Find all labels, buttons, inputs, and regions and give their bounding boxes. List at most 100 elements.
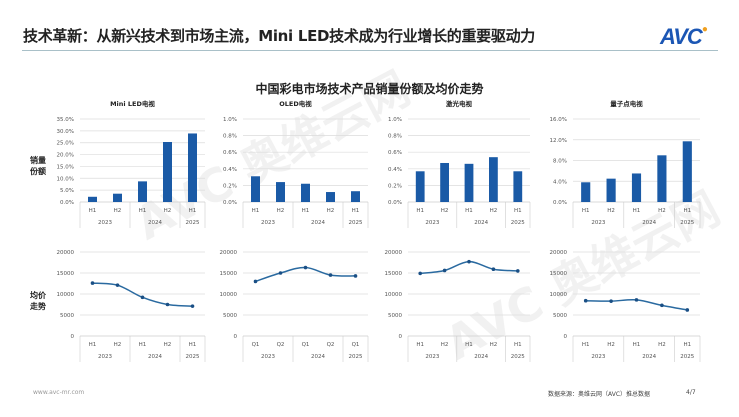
x-tick-label: H2 [658,342,666,348]
title-divider [22,50,718,51]
x-tick-label: H2 [114,208,122,214]
chart-title: Mini LED电视 [110,99,155,108]
y-tick-label: 0.0% [60,200,74,206]
row-label-share: 销量 份额 [30,156,46,176]
x-group-label: 2025 [186,354,200,360]
x-tick-label: Q1 [352,342,360,348]
page-title: 技术革新：从新兴技术到市场主流，Mini LED技术成为行业增长的重要驱动力 [23,27,535,45]
x-tick-label: H1 [633,342,641,348]
y-tick-label: 5000 [553,313,567,319]
y-tick-label: 0.0% [553,200,567,206]
bar [606,178,616,202]
y-tick-label: 8.0% [553,159,567,165]
x-tick-label: H1 [252,208,260,214]
y-tick-label: 15000 [385,271,403,277]
x-tick-label: H1 [352,208,360,214]
y-tick-label: 0 [71,334,75,340]
data-point [140,295,145,300]
avc-logo: AVC● [660,24,708,49]
bar [351,191,360,202]
x-tick-label: H2 [490,342,498,348]
y-tick-label: 0.6% [223,150,237,156]
bar [440,162,449,202]
x-tick-label: H1 [465,208,473,214]
x-tick-label: H1 [139,208,147,214]
y-tick-label: 1.0% [223,117,237,123]
footer-source: 数据来源：奥维云网（AVC）推总数据 [548,391,651,398]
x-tick-label: H1 [416,208,424,214]
x-group-label: 2025 [349,354,363,360]
x-group-label: 2025 [511,354,525,360]
y-tick-label: 0 [564,334,568,340]
x-group-label: 2025 [186,220,200,226]
y-tick-label: 10000 [57,292,75,298]
y-tick-label: 5000 [388,313,402,319]
x-tick-label: H1 [465,342,473,348]
y-tick-label: 5000 [223,313,237,319]
row-label-price: 均价 走势 [30,291,46,311]
bar [113,193,122,202]
data-point [190,304,195,308]
y-tick-label: 35.0% [57,117,74,123]
data-point [328,273,333,277]
bar [276,182,285,202]
x-tick-label: H1 [582,342,590,348]
y-tick-label: 0 [234,334,238,340]
x-tick-label: H1 [302,208,310,214]
y-tick-label: 0 [399,334,403,340]
x-group-label: 2023 [98,220,112,226]
x-tick-label: H2 [441,208,449,214]
x-tick-label: Q1 [302,342,310,348]
data-point [442,268,447,273]
data-point [516,269,520,273]
x-tick-label: H1 [189,342,197,348]
data-point [353,274,358,278]
bar [657,155,667,202]
data-point [634,298,639,302]
x-group-label: 2023 [591,220,605,226]
y-tick-label: 12.0% [550,138,567,144]
data-point [660,303,664,308]
x-tick-label: H2 [441,342,449,348]
x-tick-label: H1 [514,208,522,214]
x-tick-label: H2 [658,208,666,214]
y-tick-label: 0.0% [388,200,402,206]
x-tick-label: H2 [490,208,498,214]
bar [163,142,172,202]
y-tick-label: 25.0% [57,141,74,147]
x-tick-label: H1 [89,208,97,214]
data-point [583,298,588,303]
x-tick-label: Q1 [252,342,260,348]
x-group-label: 2023 [98,354,112,360]
y-tick-label: 0.0% [223,200,237,206]
y-tick-label: 15000 [550,271,568,277]
x-group-label: 2024 [474,220,488,226]
x-group-label: 2025 [680,220,694,226]
x-tick-label: H2 [114,342,122,348]
chart-title: 激光电视 [446,99,473,108]
bar [464,163,474,202]
y-tick-label: 16.0% [550,117,567,123]
x-tick-label: H2 [164,208,172,214]
y-tick-label: 20000 [220,250,238,256]
data-point [685,308,690,312]
x-tick-label: H2 [607,208,615,214]
data-point [253,279,258,284]
data-point [115,283,120,287]
data-point [609,299,613,303]
bar [138,181,147,202]
bar [489,157,498,202]
y-tick-label: 20.0% [57,153,74,159]
data-point [491,267,496,272]
x-tick-label: H2 [607,342,615,348]
y-tick-label: 0.4% [388,167,402,173]
y-tick-label: 20000 [550,250,568,256]
y-tick-label: 0.4% [223,167,237,173]
bar [188,133,197,202]
data-point [418,271,423,276]
bar [631,173,642,202]
footer-url: www.avc-mr.com [33,389,85,396]
y-tick-label: 15.0% [57,164,74,170]
x-tick-label: H1 [683,208,691,214]
price-line [92,282,193,307]
